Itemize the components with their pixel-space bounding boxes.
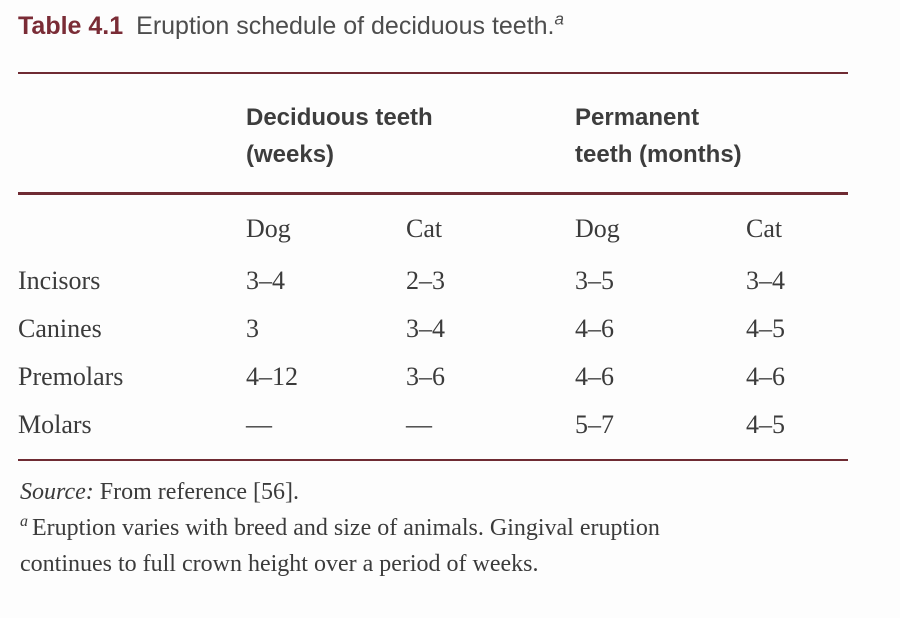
group-header-permanent: Permanent teeth (months) [575,73,849,195]
group-header-line: Permanent [575,104,700,131]
column-header-dog-deciduous: Dog [246,214,291,243]
table-title: Eruption schedule of deciduous teeth. [136,12,555,40]
table-cell: 3–4 [406,314,445,343]
table-cell: 4–12 [246,362,298,391]
eruption-schedule-table: Deciduous teeth (weeks) Permanent teeth … [18,72,849,461]
table-cell: 4–5 [746,314,786,343]
row-label: Premolars [18,362,124,391]
empty-corner-cell [18,73,246,195]
group-header-line: teeth (months) [575,141,742,168]
table-cell: — [246,410,272,439]
table-row-premolars: Premolars 4–12 3–6 4–6 4–6 [18,353,848,401]
table-number: Table 4.1 [18,12,124,40]
table-cell: 4–5 [746,410,786,439]
row-label: Incisors [18,266,101,295]
footnote-text-line: continues to full crown height over a pe… [20,551,539,577]
table-cell: 4–6 [746,362,786,391]
table-row-canines: Canines 3 3–4 4–6 4–5 [18,305,848,353]
table-caption: Table 4.1 Eruption schedule of deciduous … [18,9,564,41]
empty-corner-cell [18,194,246,258]
table-cell: 3–4 [746,266,786,295]
title-footnote-marker: a [554,9,564,29]
footnote-text-line: Eruption varies with breed and size of a… [32,515,660,541]
group-header-deciduous: Deciduous teeth (weeks) [246,73,576,195]
row-label: Canines [18,314,102,343]
table-cell: 3–4 [246,266,285,295]
source-line: Source: From reference [56]. [20,474,820,510]
group-header-row: Deciduous teeth (weeks) Permanent teeth … [18,73,849,195]
table-cell: 3 [246,314,259,343]
table-cell: — [406,410,432,439]
group-header-line: Deciduous teeth [246,104,433,131]
source-label: Source: [20,479,94,505]
table-cell: 4–6 [575,362,615,391]
table-row-incisors: Incisors 3–4 2–3 3–5 3–4 [18,257,848,305]
table-row-molars: Molars — — 5–7 4–5 [18,401,848,460]
footnote-marker: a [20,513,28,530]
column-header-row: Dog Cat Dog Cat [18,194,848,258]
table-cell: 4–6 [575,314,615,343]
group-header-line: (weeks) [246,141,335,168]
footnote-a: a Eruption varies with breed and size of … [20,510,820,582]
table-cell: 2–3 [406,266,445,295]
source-text: From reference [56]. [99,479,299,505]
column-header-dog-permanent: Dog [575,214,620,243]
column-header-cat-permanent: Cat [746,214,783,243]
table-cell: 3–5 [575,266,615,295]
table-cell: 5–7 [575,410,615,439]
row-label: Molars [18,410,92,439]
column-header-cat-deciduous: Cat [406,214,443,243]
table-cell: 3–6 [406,362,445,391]
table-notes: Source: From reference [56]. a Eruption v… [20,474,820,582]
